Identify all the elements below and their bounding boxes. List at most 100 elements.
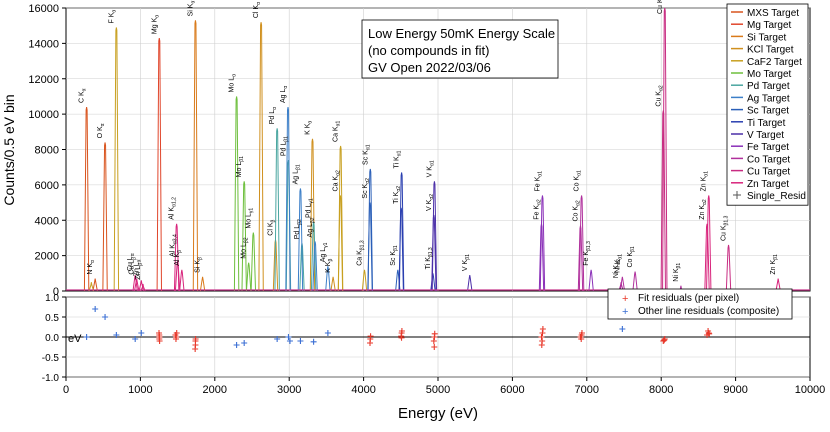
residual-point [192,336,199,342]
peak-label: Cu Lα [127,253,136,271]
peak-label: Pd Lα [269,107,278,124]
residual-point [83,334,90,340]
spectrum-peak [113,27,120,292]
legend-label: Mo Target [747,69,792,80]
main-y-axis-label: Counts/0.5 eV bin [1,94,17,205]
peak-label: Sc Kα1 [362,144,371,165]
peak-label: Zn Kα1 [701,171,710,192]
spectrum-peak [632,271,638,292]
legend-label: Mg Target [747,20,792,31]
spectrum-peak [174,260,181,292]
x-tick-label: 8000 [649,384,673,396]
spectrum-peak [179,269,185,292]
legend-label: Cu Target [747,167,790,178]
peak-label: Co Kα1 [574,170,583,191]
spectrum-peak [192,20,199,292]
spectrum-peak [250,232,257,292]
annotation-line-3: GV Open 2022/03/06 [368,60,491,75]
x-tick-label: 2000 [203,384,227,396]
legend-swatch [733,191,741,199]
x-tick-label: 6000 [500,384,524,396]
main-y-tick-label: 0 [53,286,59,298]
peak-label: Zn Kβ1 [770,254,779,275]
main-y-tick-label: 6000 [35,180,59,192]
peak-label: Ti Kα2 [393,186,402,204]
peak-label: Al Kα1,2 [169,197,178,220]
residual-legend-label-1: Fit residuals (per pixel) [638,293,739,304]
peak-label: V Kα1 [426,160,435,177]
x-axis-ticks: 0 1000 2000 3000 4000 5000 6000 7000 8000 9000 100… [63,377,825,396]
main-y-tick-label: 16000 [28,3,59,15]
residual-point [241,340,248,346]
main-y-tick-label: 8000 [35,145,59,157]
x-axis-label: Energy (eV) [398,405,478,422]
peak-label: Ag Lβ2 [307,217,316,237]
spectrum-peak [775,278,781,292]
peak-label: Ti Kβ1,3 [425,247,434,269]
peak-label: N Kα [87,260,96,275]
spectrum-peak [577,225,584,292]
x-tick-label: 0 [63,384,69,396]
peak-label: Ni Kα1 [614,254,623,273]
legend-label: Ag Target [747,93,790,104]
residual-point [398,334,405,341]
residual-point [172,336,179,342]
peak-label: Mo Lγ1 [245,208,254,229]
peak-label: Mg Kα [151,15,160,34]
residual-point [285,334,292,340]
peak-label: Co Kβ1 [627,246,636,267]
peak-label: Ti Kα1 [394,150,403,168]
spectrum-peak [704,223,710,292]
legend-label: MXS Target [747,8,799,19]
spectrum-peak [337,145,344,292]
peak-label: Cl Kα [253,2,262,18]
peak-label: V Kα2 [426,194,435,211]
legend-label: Si Target [747,32,787,43]
residual-point [661,337,668,344]
main-y-tick-label: 14000 [28,38,59,50]
residual-point [366,340,373,346]
peak-label: Cu Lβ [129,257,138,275]
peak-labels: C Kα N Kα O Kα Mg Kα Si Kα Si Kβ Cl Kα K Kα Cl K… [79,0,780,282]
spectrum-peak [398,207,404,292]
peak-label: Pd Lγ1 [306,198,315,218]
spectrum-peak [83,106,90,292]
peak-label: Cl Kβ [268,219,277,235]
spectrum-peak [312,241,318,292]
residual-y-tick-label: 1.0 [45,293,59,304]
residual-point [297,338,304,344]
residual-point [324,330,331,336]
legend-label: Pd Target [747,81,790,92]
peak-label: Cu Kα1 [657,0,666,14]
residual-legend-marker-2: + [622,306,628,318]
x-tick-label: 10000 [795,384,826,396]
main-y-tick-label: 2000 [35,251,59,263]
residual-point [173,330,180,336]
spectrum-peak [140,283,146,292]
x-tick-label: 7000 [575,384,599,396]
peak-label: Mo Lα [229,74,238,93]
residual-point [156,334,163,340]
peak-label: Ag Lα [280,86,289,103]
peak-label: Al Kβ [174,250,183,266]
peak-label: Mo Lβ2 [241,237,250,258]
x-tick-label: 4000 [351,384,375,396]
peak-label: Si Kβ [195,257,204,273]
spectrum-peak [297,188,304,292]
peak-label: Zn Lβ [135,263,144,280]
peak-label: Al Kα3,4 [170,234,179,257]
residual-point [398,328,405,334]
residual-point [431,344,438,350]
peak-label: Ca Kβ1,3 [356,240,365,266]
main-y-tick-label: 12000 [28,74,59,86]
x-tick-label: 3000 [277,384,301,396]
peak-label: Fe Kα1 [534,171,543,192]
residual-point [286,338,293,344]
peak-label: K Kα [304,121,313,135]
spectrum-peak [660,110,666,292]
residual-point [578,330,585,336]
peak-label: Ca Kα2 [332,170,341,191]
spectrum-peak [102,142,108,292]
residual-y-tick-label: 0.5 [45,313,59,324]
